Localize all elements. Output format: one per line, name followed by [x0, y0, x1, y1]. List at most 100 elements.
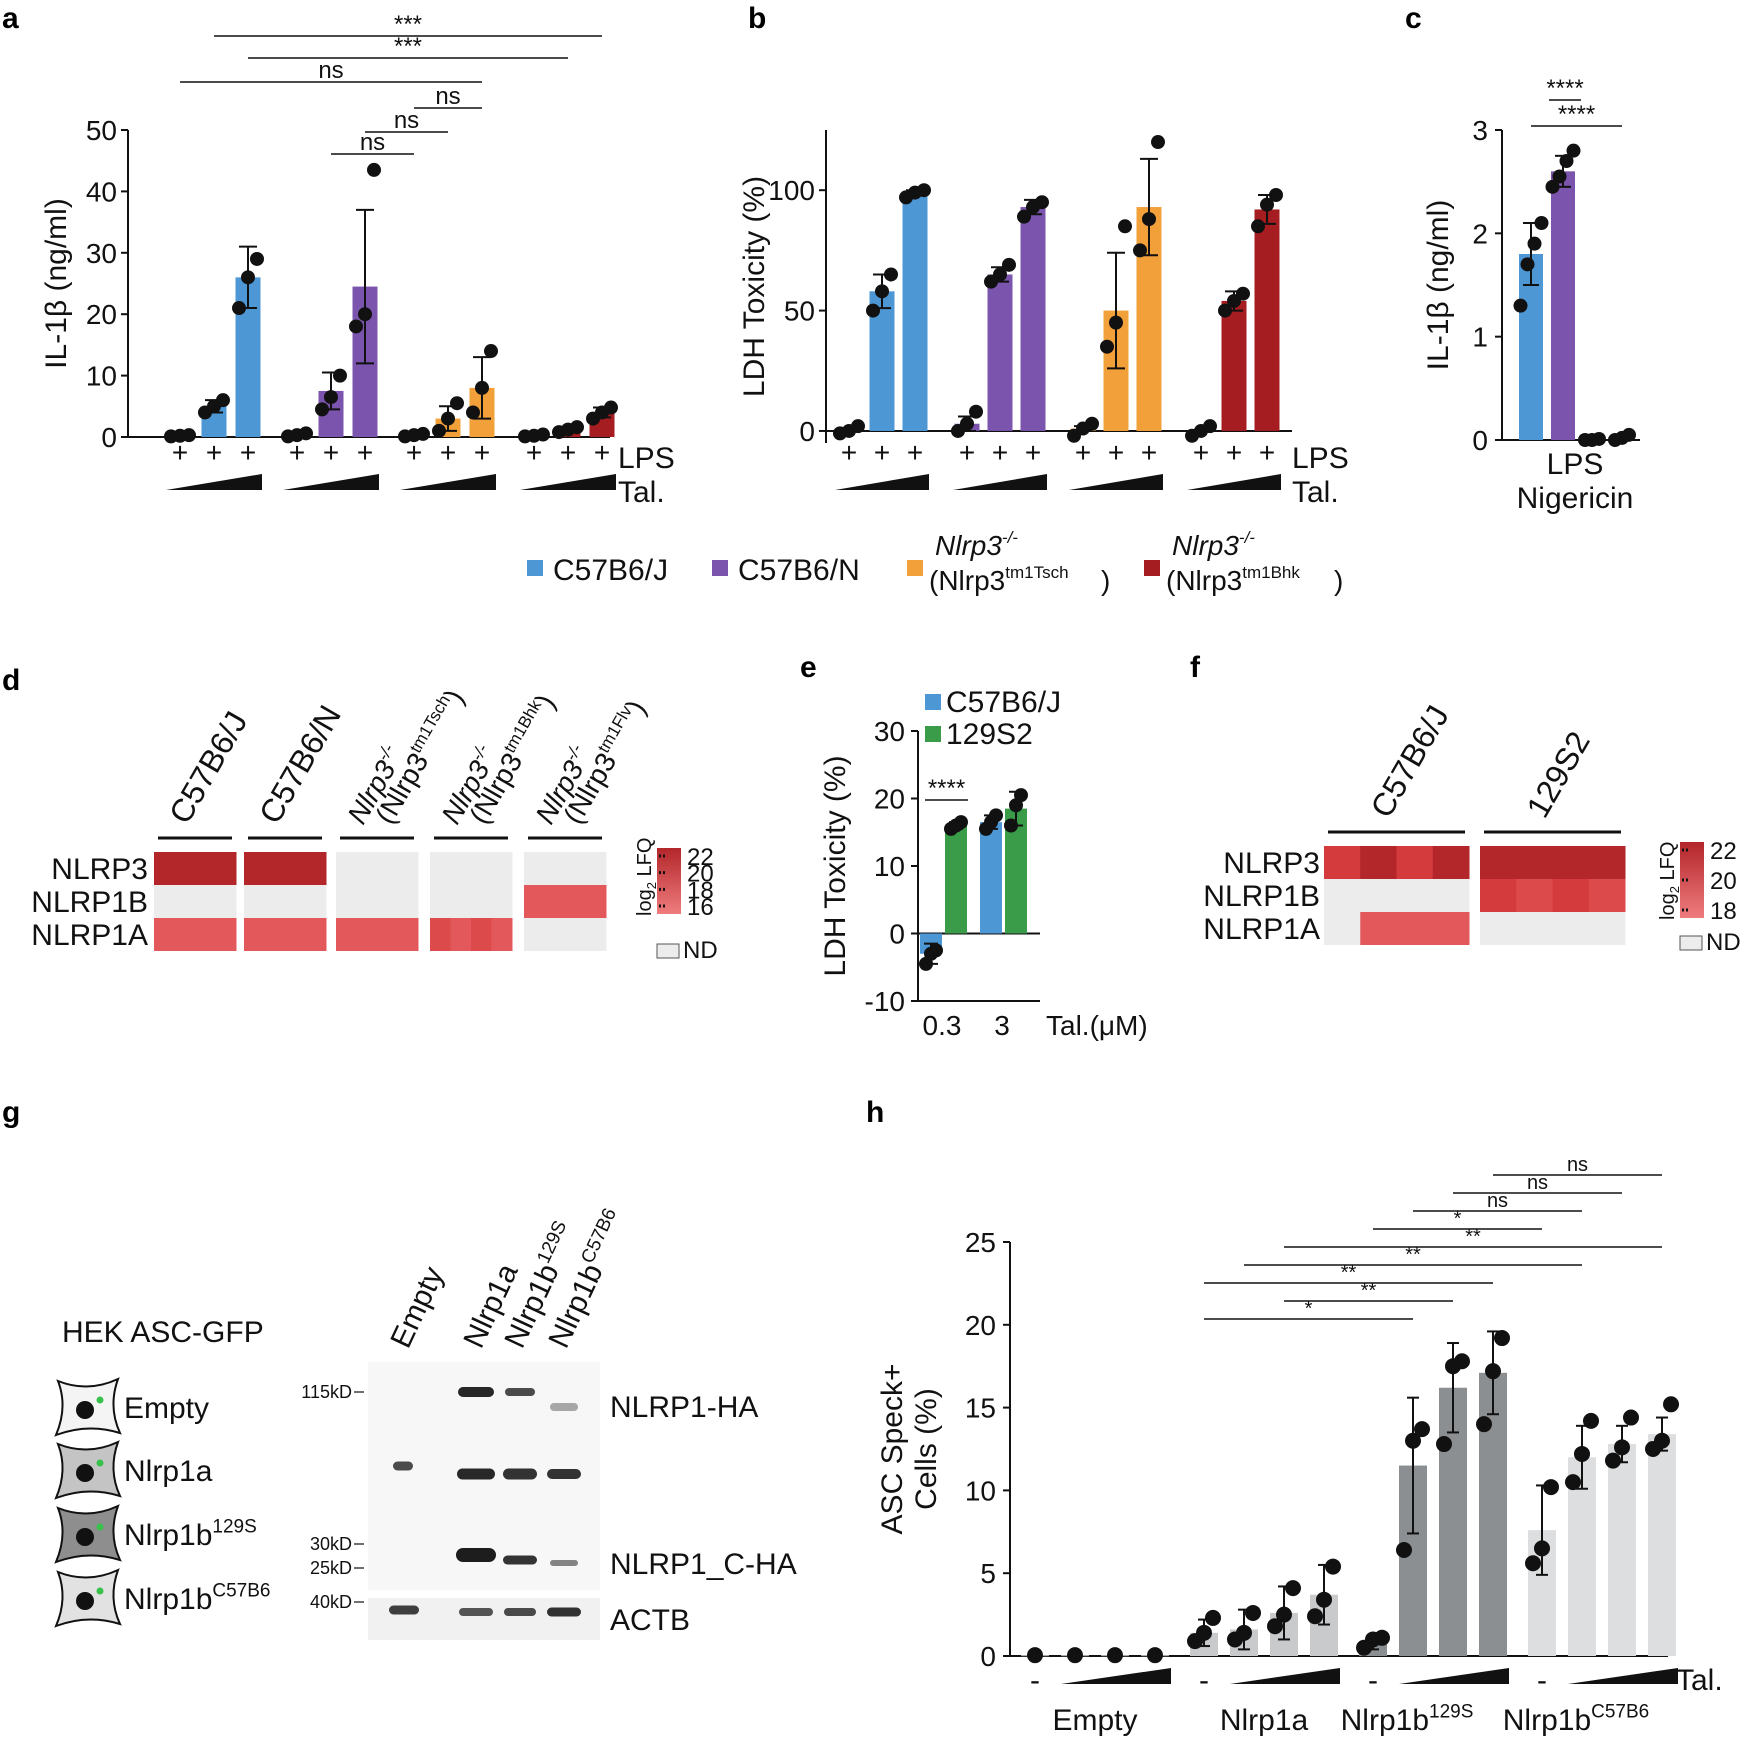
- nd-swatch: [1679, 935, 1703, 951]
- heatmap-cell: [154, 918, 175, 951]
- panel-letter-d: d: [2, 664, 20, 697]
- scale-tick-label: 18: [687, 877, 714, 904]
- lps-plus-mark: +: [874, 437, 890, 468]
- heatmap-row-label: NLRP1B: [1203, 880, 1320, 913]
- y-tick-label: 20: [965, 1310, 996, 1341]
- heatmap-cell: [215, 885, 237, 918]
- data-point: [536, 427, 550, 442]
- heatmap-cell: [585, 852, 607, 885]
- bar: [1221, 300, 1247, 431]
- blot-band: [457, 1468, 495, 1480]
- size-marker-label: 40kD: [310, 1592, 352, 1612]
- heatmap-cell: [450, 885, 472, 918]
- heatmap-cell: [285, 918, 306, 951]
- y-tick-label: 3: [1472, 115, 1488, 146]
- heatmap-column-sub-label-sup: tm1Tsch: [406, 692, 454, 756]
- heatmap-cell: [471, 918, 492, 951]
- data-point: [954, 815, 968, 830]
- tal-row-label: Tal.: [1292, 476, 1339, 509]
- heatmap-row-label: NLRP3: [1223, 847, 1320, 880]
- lps-plus-mark: +: [1226, 437, 1242, 468]
- y-tick-label: -10: [865, 986, 905, 1017]
- data-point: [1203, 419, 1217, 434]
- nd-label: ND: [1706, 929, 1741, 956]
- blot-band: [459, 1608, 493, 1616]
- cell-label-sup: 129S: [212, 1516, 256, 1537]
- scale-title-lfq: LFQ: [634, 838, 656, 882]
- group-label-sup: C57B6: [1591, 1701, 1649, 1722]
- heatmap-cell: [305, 885, 327, 918]
- lps-plus-mark: +: [907, 437, 923, 468]
- data-point: [884, 267, 898, 282]
- data-point: [1485, 1363, 1501, 1380]
- blot-band: [503, 1555, 537, 1565]
- lps-plus-mark: +: [594, 437, 610, 468]
- heatmap-cell: [1552, 879, 1590, 912]
- data-point: [1035, 195, 1049, 210]
- blot-membrane-actb: [368, 1598, 600, 1640]
- scale-tick-label: 20: [687, 861, 714, 888]
- heatmap-column-label: C57B6/J: [162, 705, 255, 829]
- heatmap-cell: [377, 852, 398, 885]
- y-tick-label: 15: [965, 1393, 996, 1424]
- y-tick-label: 1: [1472, 322, 1488, 353]
- data-point: [1525, 1555, 1541, 1572]
- group-label: Nlrp1a: [1220, 1704, 1309, 1737]
- size-marker-label: 115kD: [301, 1382, 352, 1402]
- cell-label: Nlrp1bC57B6: [124, 1580, 270, 1616]
- legend-label: C57B6/J: [946, 686, 1061, 719]
- band-label-nlrp1-ha: NLRP1-HA: [610, 1391, 758, 1424]
- y-tick-label: 30: [874, 716, 905, 747]
- cell-nucleus: [76, 1401, 94, 1419]
- heatmap-cell: [244, 885, 265, 918]
- tal-ramp-wedge: [400, 474, 496, 490]
- legend-label: 129S2: [946, 718, 1033, 751]
- x-label-nigericin: Nigericin: [1517, 482, 1634, 515]
- y-tick-label: 10: [86, 361, 117, 392]
- data-point: [324, 390, 338, 405]
- data-point: [1566, 143, 1581, 158]
- data-point: [1118, 219, 1132, 234]
- tal-row-label: Tal.: [618, 476, 665, 509]
- size-marker-label: 30kD: [310, 1534, 352, 1554]
- legend-sub-label-base: (Nlrp3: [1166, 565, 1242, 596]
- data-point: [1552, 169, 1567, 184]
- y-axis-label: LDH Toxicity (%): [738, 176, 771, 397]
- cell-label-base: Empty: [124, 1392, 209, 1425]
- data-point: [232, 301, 246, 316]
- heatmap-cell: [195, 885, 216, 918]
- blot-band: [550, 1403, 578, 1411]
- legend-sub-label-sup: tm1Tsch: [1005, 563, 1068, 582]
- bar: [1608, 1444, 1636, 1656]
- data-point: [1147, 1647, 1163, 1664]
- bar: [1648, 1434, 1676, 1656]
- data-point: [1592, 431, 1606, 446]
- heatmap-cell: [215, 852, 237, 885]
- data-point: [432, 423, 446, 438]
- legend-swatch: [925, 694, 941, 710]
- heatmap-cell: [1432, 846, 1470, 879]
- bar: [1254, 209, 1280, 431]
- heatmap-column-label: C57B6/N: [252, 699, 348, 829]
- no-tal-dash: -: [1368, 1664, 1378, 1697]
- data-point: [1654, 1432, 1670, 1449]
- blot-title: HEK ASC-GFP: [62, 1316, 264, 1349]
- blot-band: [547, 1607, 581, 1617]
- tal-ramp-wedge: [1230, 1668, 1340, 1684]
- heatmap-cell: [430, 852, 451, 885]
- data-point: [182, 428, 196, 443]
- heatmap-cell: [305, 852, 327, 885]
- data-point: [1614, 1439, 1630, 1456]
- x-tick-label: 3: [994, 1010, 1010, 1041]
- lps-plus-mark: +: [560, 437, 576, 468]
- data-point: [1067, 1647, 1083, 1664]
- bar: [980, 822, 1002, 934]
- asc-gfp-dot: [96, 1587, 104, 1595]
- heatmap-cell: [264, 918, 286, 951]
- heatmap-cell: [1432, 879, 1470, 912]
- cell-nucleus: [76, 1528, 94, 1546]
- data-point: [960, 416, 974, 431]
- data-point: [1543, 1479, 1559, 1496]
- group-label: Empty: [1052, 1704, 1137, 1737]
- lps-plus-mark: +: [206, 437, 222, 468]
